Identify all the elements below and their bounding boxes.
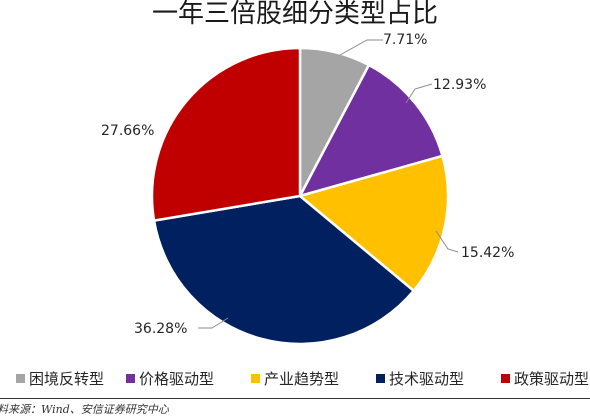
legend-label-4: 技术驱动型 (389, 370, 464, 388)
data-label-2: 12.93% (433, 77, 486, 93)
data-label-3: 15.42% (461, 245, 514, 261)
legend-swatch-4 (376, 374, 385, 383)
legend-swatch-1 (16, 374, 25, 383)
legend-label-1: 困境反转型 (29, 370, 104, 388)
data-label-4: 36.28% (134, 321, 187, 337)
pie-slice-2 (297, 63, 445, 198)
pie-slices (150, 46, 450, 346)
legend-label-2: 价格驱动型 (139, 370, 214, 388)
data-label-5: 27.66% (101, 123, 154, 139)
legend-swatch-2 (126, 374, 135, 383)
data-labels: 7.71% 12.93% 15.42% 36.28% 27.66% (101, 32, 514, 337)
data-label-1: 7.71% (383, 32, 427, 48)
source-note: 资料来源：Wind、安信证券研究中心 (0, 403, 170, 416)
leader-line-2 (405, 83, 433, 104)
pie-slice-5 (150, 46, 302, 223)
chart-title: 一年三倍股细分类型占比 (152, 0, 438, 29)
legend-swatch-3 (251, 374, 260, 383)
leader-line-4 (198, 317, 229, 329)
pie-slice-4 (152, 194, 416, 346)
leader-line-3 (435, 230, 459, 253)
legend-label-3: 产业趋势型 (264, 370, 339, 388)
pie-slice-3 (297, 154, 450, 293)
leader-line-1 (339, 39, 383, 56)
legend-label-5: 政策驱动型 (514, 370, 589, 388)
legend: 困境反转型 价格驱动型 产业趋势型 技术驱动型 政策驱动型 (16, 370, 589, 388)
legend-swatch-5 (501, 374, 510, 383)
